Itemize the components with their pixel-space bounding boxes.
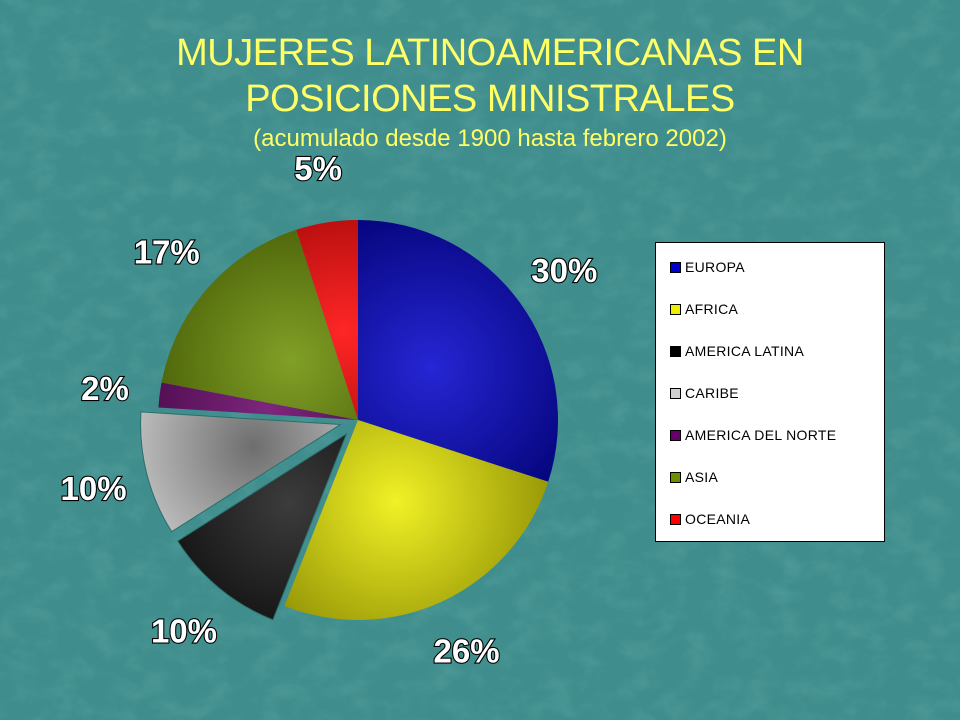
legend-item-caribe: CARIBE xyxy=(670,383,739,403)
legend-swatch xyxy=(670,429,681,441)
pie-slice-caribe xyxy=(140,411,343,533)
pie-slice-europa xyxy=(358,220,558,482)
legend-swatch xyxy=(670,471,681,483)
chart-title: MUJERES LATINOAMERICANAS EN POSICIONES M… xyxy=(0,30,960,154)
data-label-asia: 17% xyxy=(134,233,200,270)
legend-swatch xyxy=(670,303,681,315)
chart-subtitle: (acumulado desde 1900 hasta febrero 2002… xyxy=(253,125,727,152)
legend-item-asia: ASIA xyxy=(670,467,718,487)
title-line-1: MUJERES LATINOAMERICANAS EN xyxy=(176,32,804,74)
legend-label: AMERICA LATINA xyxy=(685,343,805,359)
legend-item-america-latina: AMERICA LATINA xyxy=(670,341,804,361)
legend-label: AFRICA xyxy=(685,301,739,317)
pie-slice-america-del-norte xyxy=(158,382,358,420)
chart-legend: EUROPA AFRICA AMERICA LATINA CARIBE AMERICA … xyxy=(655,242,885,542)
title-line-2: POSICIONES MINISTRALES xyxy=(245,78,735,120)
legend-item-oceania: OCEANIA xyxy=(670,509,750,529)
legend-item-america-del-norte: AMERICA DEL NORTE xyxy=(670,425,836,445)
pie-slice-oceania xyxy=(296,220,358,420)
legend-item-africa: AFRICA xyxy=(670,299,738,319)
legend-label: EUROPA xyxy=(685,259,745,275)
data-label-africa: 26% xyxy=(434,633,500,670)
legend-swatch xyxy=(670,513,681,525)
legend-label: OCEANIA xyxy=(685,511,751,527)
legend-label: ASIA xyxy=(685,469,719,485)
pie-slice-asia xyxy=(161,229,358,420)
data-label-caribe: 10% xyxy=(61,470,127,507)
legend-swatch xyxy=(670,387,681,399)
pie-slice-america-latina xyxy=(176,432,348,621)
data-label-europa: 30% xyxy=(531,252,597,289)
legend-label: CARIBE xyxy=(685,385,739,401)
legend-item-europa: EUROPA xyxy=(670,257,745,277)
data-label-oceania: 5% xyxy=(294,150,342,187)
data-label-america-del-norte: 2% xyxy=(81,370,129,407)
legend-label: AMERICA DEL NORTE xyxy=(685,427,837,443)
legend-swatch xyxy=(670,345,681,357)
data-label-america-latina: 10% xyxy=(151,612,217,649)
legend-swatch xyxy=(670,261,681,273)
pie-slice-africa xyxy=(284,420,549,621)
